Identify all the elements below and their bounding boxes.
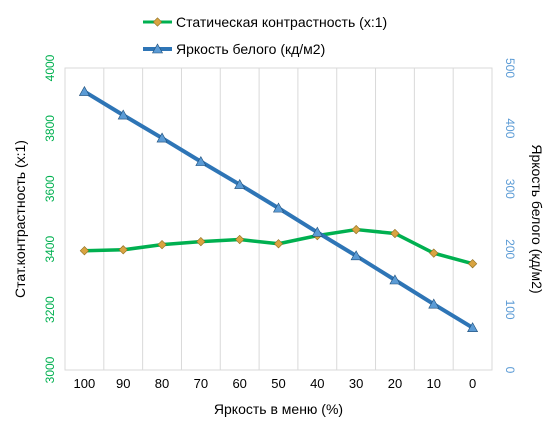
data-point (195, 156, 207, 166)
x-tick-label: 80 (155, 376, 169, 391)
legend-entry-1: Статическая контрастность (х:1) (143, 14, 387, 30)
data-point (467, 322, 479, 333)
data-point (272, 202, 285, 213)
y-right-tick-label: 500 (503, 58, 517, 78)
data-point (389, 274, 401, 285)
legend-marker (151, 43, 164, 54)
legend-marker (152, 17, 163, 27)
data-point (428, 298, 440, 309)
x-tick-label: 70 (194, 376, 208, 391)
data-point (196, 237, 206, 247)
gridlines (103, 68, 454, 370)
x-tick-label: 0 (469, 376, 476, 391)
x-tick-label: 40 (310, 376, 324, 391)
data-point (118, 245, 128, 255)
data-point (78, 85, 90, 96)
data-point (467, 259, 478, 269)
x-axis-title: Яркость в меню (%) (214, 401, 343, 417)
legend-label: Яркость белого (кд/м2) (176, 41, 325, 57)
x-tick-label: 20 (388, 376, 402, 391)
y-left-axis-title: Стат.контрастность (х:1) (12, 140, 28, 298)
y-left-tick-label: 3400 (43, 236, 57, 263)
series-2 (78, 85, 479, 333)
y-right-axis-title: Яркость белого (кд/м2) (529, 144, 545, 293)
y-right-tick-label: 400 (503, 118, 517, 138)
series (78, 85, 479, 333)
legend-entry-2: Яркость белого (кд/м2) (143, 41, 325, 57)
data-point (350, 250, 362, 261)
data-point (351, 224, 361, 235)
y-right-tick-label: 100 (503, 300, 517, 320)
x-tick-label: 60 (232, 376, 246, 391)
x-tick-label: 10 (427, 376, 441, 391)
y-right-tick-label: 300 (503, 179, 517, 199)
series-1 (79, 224, 478, 269)
y-left-tick-label: 3000 (43, 356, 57, 383)
x-tick-label: 50 (271, 376, 285, 391)
y-right-tick-label: 0 (503, 367, 517, 374)
data-point (311, 226, 323, 237)
data-point (390, 228, 400, 239)
y-left-tick-label: 3600 (43, 175, 57, 202)
plot-area-border (64, 67, 493, 371)
data-point (234, 178, 246, 189)
data-point (273, 239, 284, 249)
data-point (157, 240, 167, 250)
data-point (117, 109, 129, 120)
y-left-tick-label: 3200 (43, 296, 57, 323)
legend-label: Статическая контрастность (х:1) (176, 14, 387, 30)
y-right-tick-label: 200 (503, 239, 517, 259)
y-left-tick-label: 4000 (43, 54, 57, 81)
legend: Статическая контрастность (х:1) Яркость б… (143, 14, 387, 57)
x-tick-label: 100 (74, 376, 96, 391)
y-left-tick-label: 3800 (43, 115, 57, 142)
data-point (235, 234, 245, 245)
x-tick-label: 90 (116, 376, 130, 391)
data-point (156, 132, 168, 143)
axis-labels: Яркость в меню (%) Стат.контрастность (х:… (12, 140, 545, 417)
data-point (79, 246, 90, 256)
data-point (429, 248, 439, 258)
x-tick-label: 30 (349, 376, 363, 391)
axes: 3000320034003600380040000100200300400500… (43, 54, 517, 391)
